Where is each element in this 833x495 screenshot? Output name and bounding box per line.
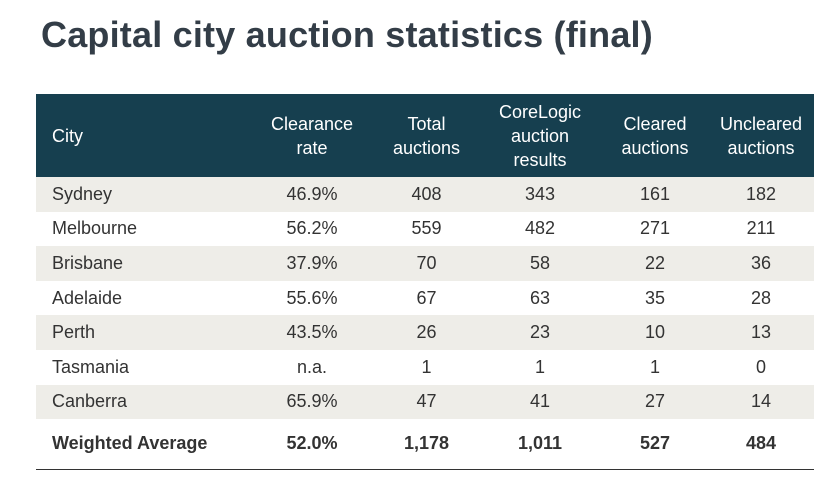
total-auctions-cell: 559 — [411, 218, 442, 239]
uncleared-auctions-cell: 36 — [750, 252, 772, 273]
uncleared-auctions-cell: 211 — [746, 218, 776, 239]
corelogic-results-cell: 58 — [529, 252, 551, 273]
header-clearance-rate-line-1: Clearance — [270, 113, 354, 134]
clearance-rate-cell: 43.5% — [286, 322, 338, 343]
header-total-auctions-line-1: Total — [407, 113, 446, 134]
clearance-rate-cell: 55.6% — [286, 287, 338, 308]
uncleared-auctions-cell: 14 — [750, 391, 772, 412]
total-clearance-rate: 52.0% — [286, 433, 338, 454]
header-cleared-line-2: auctions — [621, 137, 689, 158]
cleared-auctions-cell: 271 — [639, 218, 671, 239]
weighted-average-row: Weighted Average 52.0% 1,178 1,011 527 4… — [36, 419, 814, 470]
weighted-average-label: Weighted Average — [52, 433, 208, 454]
uncleared-auctions-cell: 182 — [745, 183, 777, 204]
city-cell: Canberra — [52, 391, 128, 412]
clearance-rate-cell: 65.9% — [286, 391, 338, 412]
cleared-auctions-cell: 27 — [644, 391, 666, 412]
header-clearance-rate-line-2: rate — [296, 137, 328, 158]
header-cleared-line-1: Cleared — [623, 113, 687, 134]
city-cell: Perth — [52, 322, 96, 343]
corelogic-results-cell: 41 — [529, 391, 551, 412]
city-cell: Adelaide — [52, 287, 123, 308]
corelogic-results-cell: 482 — [524, 218, 556, 239]
city-cell: Melbourne — [52, 218, 138, 239]
total-auctions-sum: 1,178 — [403, 433, 450, 454]
header-corelogic-line-3: results — [513, 149, 567, 170]
total-auctions-cell: 67 — [416, 287, 437, 308]
clearance-rate-cell: 37.9% — [286, 252, 338, 273]
table-row-sydney: Sydney 46.9% 408 343 161 182 — [36, 177, 814, 212]
total-auctions-cell: 26 — [416, 322, 437, 343]
corelogic-results-cell: 23 — [529, 322, 551, 343]
cleared-auctions-cell: 1 — [649, 356, 660, 377]
city-cell: Sydney — [52, 183, 113, 204]
city-cell: Brisbane — [52, 252, 124, 273]
header-uncleared-line-2: auctions — [727, 137, 795, 158]
page-title: Capital city auction statistics (final) — [41, 14, 653, 55]
header-uncleared-auctions: Uncleared auctions — [708, 94, 814, 177]
cleared-auctions-cell: 35 — [644, 287, 666, 308]
table-header-row: City Clearance rate Total auctions CoreL… — [36, 94, 814, 177]
corelogic-results-cell: 1 — [534, 356, 545, 377]
table-row-brisbane: Brisbane 37.9% 70 58 22 36 — [36, 246, 814, 281]
header-cleared-auctions: Cleared auctions — [602, 94, 708, 177]
corelogic-results-cell: 63 — [529, 287, 551, 308]
table-row-canberra: Canberra 65.9% 47 41 27 14 — [36, 384, 814, 420]
total-cleared-auctions: 527 — [639, 433, 671, 454]
total-auctions-cell: 70 — [416, 252, 437, 273]
total-auctions-cell: 1 — [421, 356, 432, 377]
clearance-rate-cell: 46.9% — [286, 183, 338, 204]
city-cell: Tasmania — [52, 356, 130, 377]
header-clearance-rate: Clearance rate — [249, 94, 375, 177]
header-corelogic-results: CoreLogic auction results — [478, 94, 602, 177]
total-corelogic-results: 1,011 — [517, 433, 563, 454]
cleared-auctions-cell: 161 — [639, 183, 671, 204]
table-row-perth: Perth 43.5% 26 23 10 13 — [36, 315, 814, 350]
header-city: City — [52, 125, 83, 146]
total-auctions-cell: 47 — [416, 391, 437, 412]
table-row-melbourne: Melbourne 56.2% 559 482 271 211 — [36, 212, 814, 247]
total-auctions-cell: 408 — [411, 183, 442, 204]
table-row-tasmania: Tasmania n.a. 1 1 1 0 — [36, 350, 814, 385]
header-corelogic-line-1: CoreLogic — [498, 101, 582, 122]
table-row-adelaide: Adelaide 55.6% 67 63 35 28 — [36, 281, 814, 316]
header-total-auctions-line-2: auctions — [392, 137, 461, 158]
corelogic-results-cell: 343 — [524, 183, 556, 204]
header-corelogic-line-2: auction — [510, 125, 570, 146]
clearance-rate-cell: n.a. — [296, 356, 328, 377]
clearance-rate-cell: 56.2% — [286, 218, 338, 239]
uncleared-auctions-cell: 13 — [750, 322, 772, 343]
auction-statistics-table: City Clearance rate Total auctions CoreL… — [36, 94, 814, 470]
uncleared-auctions-cell: 28 — [750, 287, 772, 308]
uncleared-auctions-cell: 0 — [755, 356, 766, 377]
cleared-auctions-cell: 22 — [644, 252, 666, 273]
header-uncleared-line-1: Uncleared — [719, 113, 803, 134]
total-uncleared-auctions: 484 — [745, 433, 777, 454]
cleared-auctions-cell: 10 — [644, 322, 666, 343]
header-total-auctions: Total auctions — [375, 94, 478, 177]
